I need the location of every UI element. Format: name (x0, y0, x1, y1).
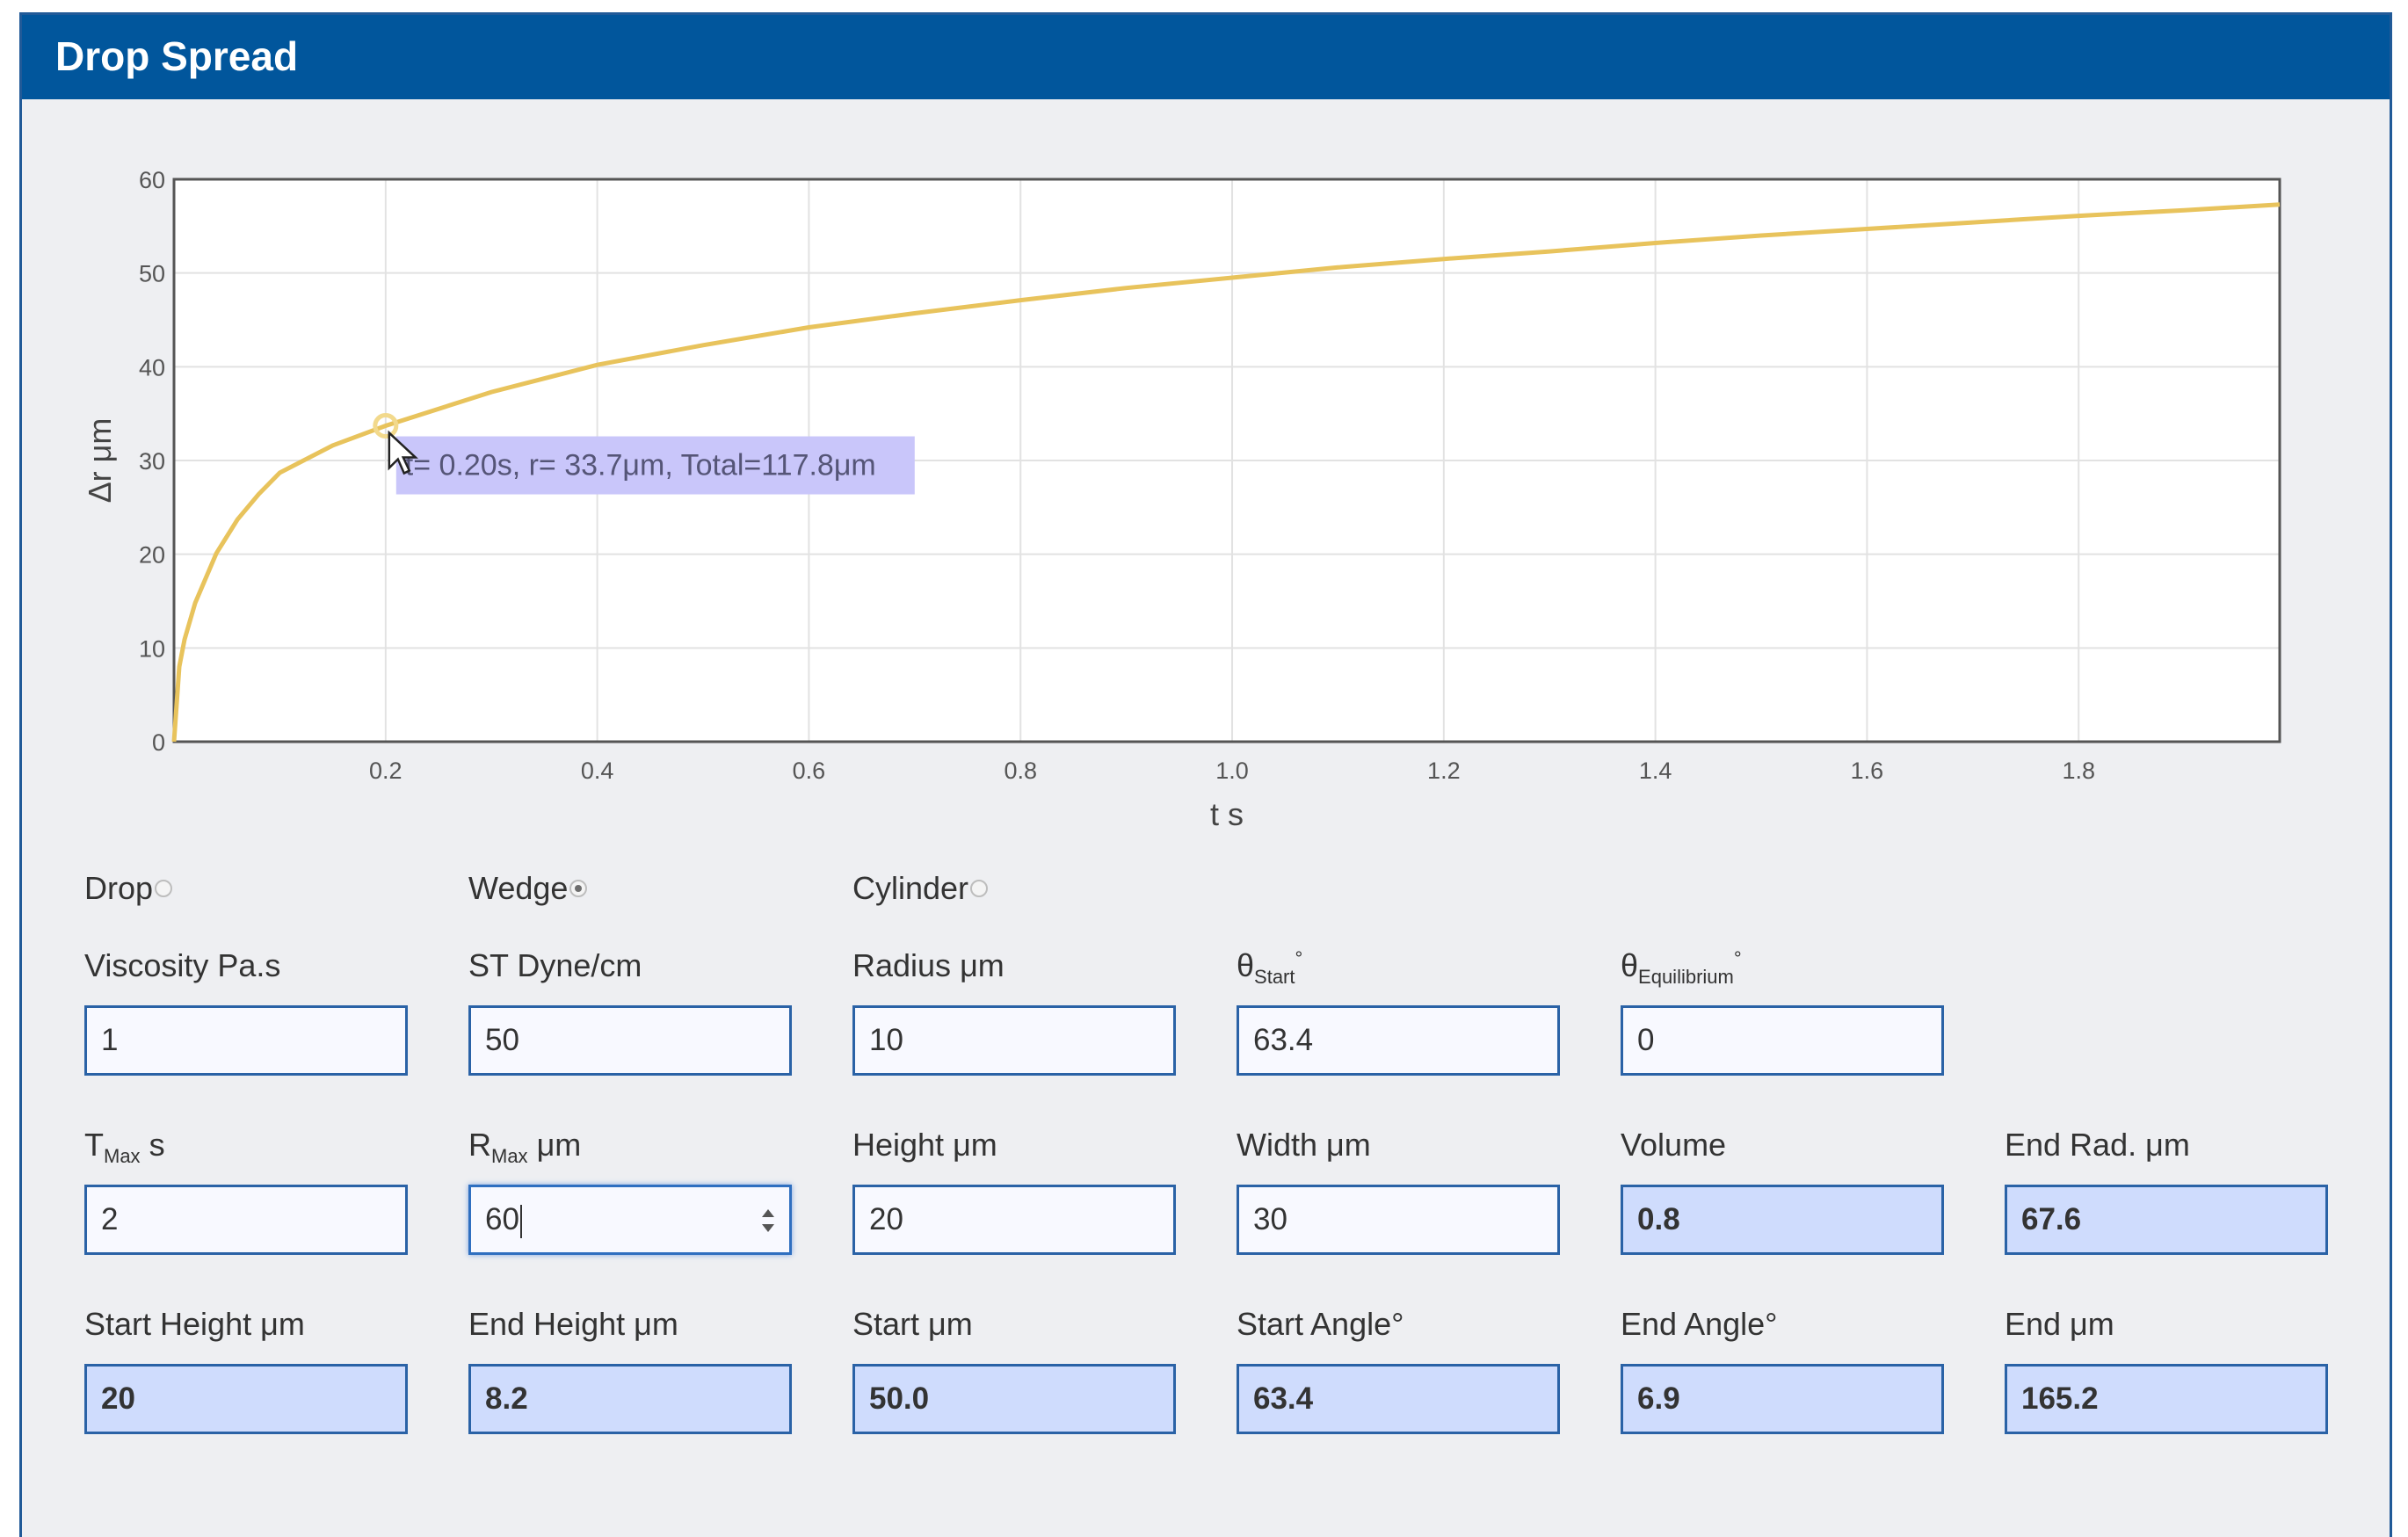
panel-header: Drop Spread (22, 15, 2390, 99)
series-line (171, 202, 2281, 743)
theta-eq-sub: Equilibrium (1638, 966, 1734, 989)
radius-input[interactable]: 10 (852, 1005, 1176, 1076)
chart-grid (174, 178, 2280, 743)
tmax-symbol: T (84, 1127, 104, 1163)
radio-wedge[interactable]: Wedge (468, 870, 588, 907)
start-output: 50.0 (852, 1364, 1176, 1434)
volume-output: 0.8 (1621, 1185, 1944, 1255)
y-tick-label: 0 (152, 729, 165, 756)
tmax-input[interactable]: 2 (84, 1185, 408, 1255)
radio-cylinder-button[interactable] (970, 880, 989, 898)
text-caret (519, 1204, 522, 1238)
radio-wedge-label: Wedge (468, 870, 569, 906)
x-tick-label: 0.8 (1004, 758, 1037, 784)
x-tick-label: 0.4 (581, 758, 614, 784)
tmax-unit: s (140, 1127, 165, 1163)
x-axis-label: t s (1210, 796, 1244, 832)
tmax-label: TMax s (84, 1127, 165, 1168)
end-height-output: 8.2 (468, 1364, 792, 1434)
height-label: Height μm (852, 1127, 997, 1163)
radio-drop-button[interactable] (155, 880, 173, 898)
y-tick-labels: 0 10 20 30 40 50 60 (139, 167, 165, 756)
rmax-symbol: R (468, 1127, 491, 1163)
plot-border (172, 178, 2281, 743)
y-tick-label: 10 (139, 635, 165, 662)
end-angle-label: End Angle° (1621, 1306, 1778, 1342)
mouse-cursor-icon (388, 430, 418, 475)
end-output: 165.2 (2005, 1364, 2328, 1434)
radio-drop[interactable]: Drop (84, 870, 173, 907)
y-tick-label: 50 (139, 261, 165, 287)
start-angle-output: 63.4 (1237, 1364, 1560, 1434)
theta-start-symbol: θ (1237, 947, 1255, 983)
y-axis-label: Δr μm (82, 418, 118, 504)
start-height-label: Start Height μm (84, 1306, 305, 1342)
y-tick-label: 40 (139, 354, 165, 381)
x-tick-label: 1.8 (2062, 758, 2095, 784)
theta-equilibrium-input[interactable]: 0 (1621, 1005, 1944, 1076)
end-height-label: End Height μm (468, 1306, 678, 1342)
radio-drop-label: Drop (84, 870, 154, 906)
theta-eq-symbol: θ (1621, 947, 1639, 983)
y-tick-label: 20 (139, 542, 165, 569)
width-input[interactable]: 30 (1237, 1185, 1560, 1255)
st-input[interactable]: 50 (468, 1005, 792, 1076)
tmax-sub: Max (104, 1145, 141, 1168)
st-label: ST Dyne/cm (468, 947, 642, 983)
rmax-label: RMax μm (468, 1127, 581, 1168)
theta-start-input[interactable]: 63.4 (1237, 1005, 1560, 1076)
end-label: End μm (2005, 1306, 2114, 1342)
radio-cylinder[interactable]: Cylinder (852, 870, 989, 907)
drop-spread-chart: 0 10 20 30 40 50 60 0.2 0.4 0.6 0.8 1.0 1.2 1.4 1.6 1.… (82, 167, 2281, 832)
height-input[interactable]: 20 (852, 1185, 1176, 1255)
start-label: Start μm (852, 1306, 973, 1342)
y-tick-label: 60 (139, 167, 165, 193)
theta-equilibrium-label: θEquilibrium° (1621, 947, 1742, 989)
radio-wedge-button[interactable] (569, 880, 588, 898)
viscosity-input[interactable]: 1 (84, 1005, 408, 1076)
start-angle-label: Start Angle° (1237, 1306, 1404, 1342)
end-radius-output: 67.6 (2005, 1185, 2328, 1255)
viscosity-label: Viscosity Pa.s (84, 947, 281, 983)
x-tick-labels: 0.2 0.4 0.6 0.8 1.0 1.2 1.4 1.6 1.8 (369, 758, 2095, 784)
end-radius-label: End Rad. μm (2005, 1127, 2190, 1163)
radio-cylinder-label: Cylinder (852, 870, 969, 906)
panel-title: Drop Spread (55, 33, 299, 79)
theta-start-sup: ° (1295, 947, 1303, 969)
spinner-icon[interactable] (759, 1205, 777, 1236)
rmax-sub: Max (491, 1145, 528, 1168)
end-angle-output: 6.9 (1621, 1364, 1944, 1434)
rmax-input[interactable]: 60 (468, 1185, 792, 1255)
theta-start-label: θStart° (1237, 947, 1302, 989)
x-tick-label: 1.4 (1639, 758, 1672, 784)
theta-eq-sup: ° (1733, 947, 1742, 969)
x-tick-label: 0.2 (369, 758, 403, 784)
highlight-point[interactable] (373, 413, 399, 439)
x-tick-label: 1.0 (1215, 758, 1249, 784)
tooltip-text: t= 0.20s, r= 33.7μm, Total=117.8μm (405, 449, 876, 482)
y-tick-label: 30 (139, 448, 165, 475)
x-tick-label: 0.6 (793, 758, 826, 784)
rmax-value: 60 (485, 1202, 519, 1236)
rmax-unit: μm (527, 1127, 582, 1163)
x-tick-label: 1.2 (1427, 758, 1461, 784)
theta-start-sub: Start (1254, 966, 1295, 989)
tooltip-box (395, 436, 915, 495)
start-height-output: 20 (84, 1364, 408, 1434)
volume-label: Volume (1621, 1127, 1727, 1163)
width-label: Width μm (1237, 1127, 1371, 1163)
x-tick-label: 1.6 (1851, 758, 1884, 784)
radius-label: Radius μm (852, 947, 1005, 983)
